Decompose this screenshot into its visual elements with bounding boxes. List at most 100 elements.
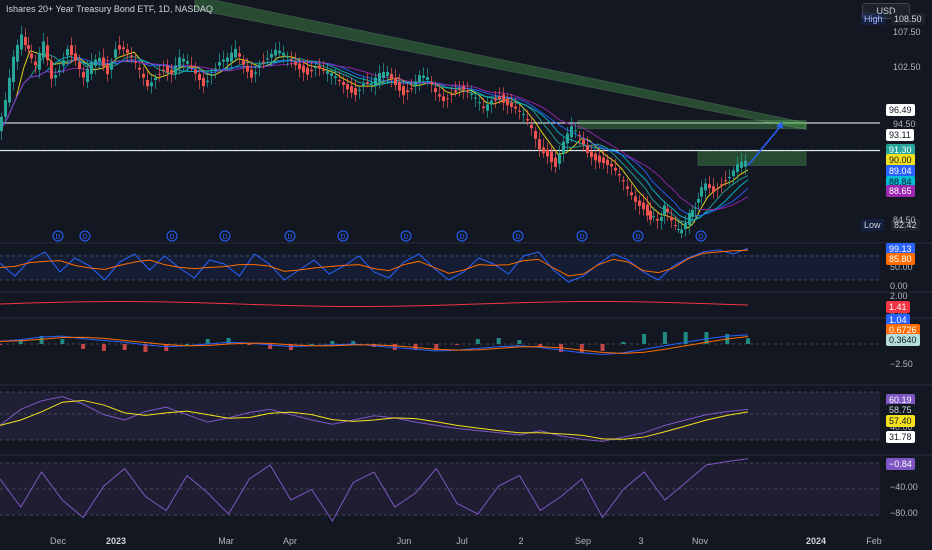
candle	[374, 77, 377, 87]
candle	[86, 68, 89, 83]
candle	[310, 69, 313, 72]
candle	[502, 94, 505, 103]
price-label: 90.00	[886, 154, 915, 166]
price-label: 88.65	[886, 185, 915, 197]
candle	[626, 186, 629, 189]
price-label: 89.04	[886, 165, 915, 177]
candle	[570, 126, 573, 138]
candle	[708, 184, 711, 189]
candle	[362, 83, 365, 87]
candle	[663, 205, 666, 215]
candle	[446, 98, 449, 100]
candle	[414, 81, 417, 87]
candle	[134, 61, 137, 63]
candle	[218, 62, 221, 66]
macd-value: 0.3640	[886, 334, 920, 346]
candle	[606, 159, 609, 165]
candle	[38, 52, 41, 70]
candle	[42, 41, 45, 58]
candle	[46, 45, 49, 60]
candle	[258, 66, 261, 68]
macd-histogram-bar	[0, 344, 2, 345]
rsi-value: 60.19	[886, 394, 915, 406]
candle	[122, 47, 125, 50]
dividend-marker-label: D	[169, 234, 174, 241]
macd-histogram-bar	[309, 344, 314, 345]
candle	[202, 77, 205, 87]
candle	[610, 163, 613, 167]
candle	[426, 77, 429, 80]
candle	[697, 198, 700, 203]
candle	[466, 90, 469, 92]
candle	[246, 65, 249, 72]
trendline-channel	[194, 0, 807, 131]
candle	[566, 133, 569, 144]
candle	[238, 53, 241, 57]
dividend-marker-label: D	[55, 234, 60, 241]
candle	[649, 210, 652, 220]
candle	[602, 157, 605, 164]
dividend-marker-label: D	[579, 234, 584, 241]
candle	[142, 73, 145, 78]
chart-title: Ishares 20+ Year Treasury Bond ETF, 1D, …	[6, 4, 213, 14]
macd-histogram-bar	[101, 344, 106, 351]
candle	[470, 94, 473, 96]
dividend-marker-7	[456, 230, 468, 242]
red-indicator-line	[0, 301, 749, 307]
candle	[546, 149, 549, 157]
candle	[378, 73, 381, 83]
candle	[590, 151, 593, 158]
price-label: 91.30	[886, 144, 915, 156]
macd-histogram-bar	[226, 338, 231, 344]
candle	[94, 59, 97, 66]
candle	[62, 60, 65, 66]
candle	[210, 74, 213, 76]
candle	[402, 86, 405, 96]
candle	[366, 82, 369, 84]
stoch-value: 85.80	[886, 253, 915, 265]
macd-value: 1.04	[886, 314, 910, 326]
candle	[214, 68, 217, 70]
candle	[550, 151, 553, 163]
candle	[716, 188, 719, 190]
dividend-marker-label: D	[635, 234, 640, 241]
candle	[174, 65, 177, 74]
price-label: 93.11	[886, 129, 914, 141]
macd-histogram-bar	[247, 344, 252, 345]
candle	[618, 174, 621, 176]
candle	[740, 161, 743, 168]
candle	[482, 106, 485, 109]
candle	[90, 61, 93, 74]
candle	[20, 34, 23, 50]
candle	[330, 73, 333, 76]
candle	[242, 59, 245, 65]
candle	[652, 216, 655, 218]
candle	[270, 53, 273, 58]
candle	[138, 67, 141, 70]
macd-histogram-bar	[81, 344, 86, 349]
candle	[182, 58, 185, 62]
candle	[670, 216, 673, 221]
macd-histogram-bar	[600, 344, 605, 351]
x-axis-label: Feb	[866, 536, 882, 546]
candle	[594, 153, 597, 161]
candle	[70, 45, 73, 56]
price-tick: 84.50	[893, 215, 916, 225]
candle	[74, 53, 77, 61]
candle	[250, 69, 253, 78]
candle	[724, 180, 727, 182]
candle	[286, 56, 289, 58]
candle	[622, 180, 625, 182]
dividend-marker-9	[576, 230, 588, 242]
rsi-band	[0, 392, 880, 440]
candle	[294, 61, 297, 66]
candle	[394, 77, 397, 85]
candle	[677, 228, 680, 230]
candle	[162, 69, 165, 71]
candle	[514, 106, 517, 109]
stoch-tick: 50.00	[890, 262, 913, 272]
dividend-marker-label: D	[82, 234, 87, 241]
dividend-marker-4	[284, 230, 296, 242]
candle	[8, 77, 11, 103]
